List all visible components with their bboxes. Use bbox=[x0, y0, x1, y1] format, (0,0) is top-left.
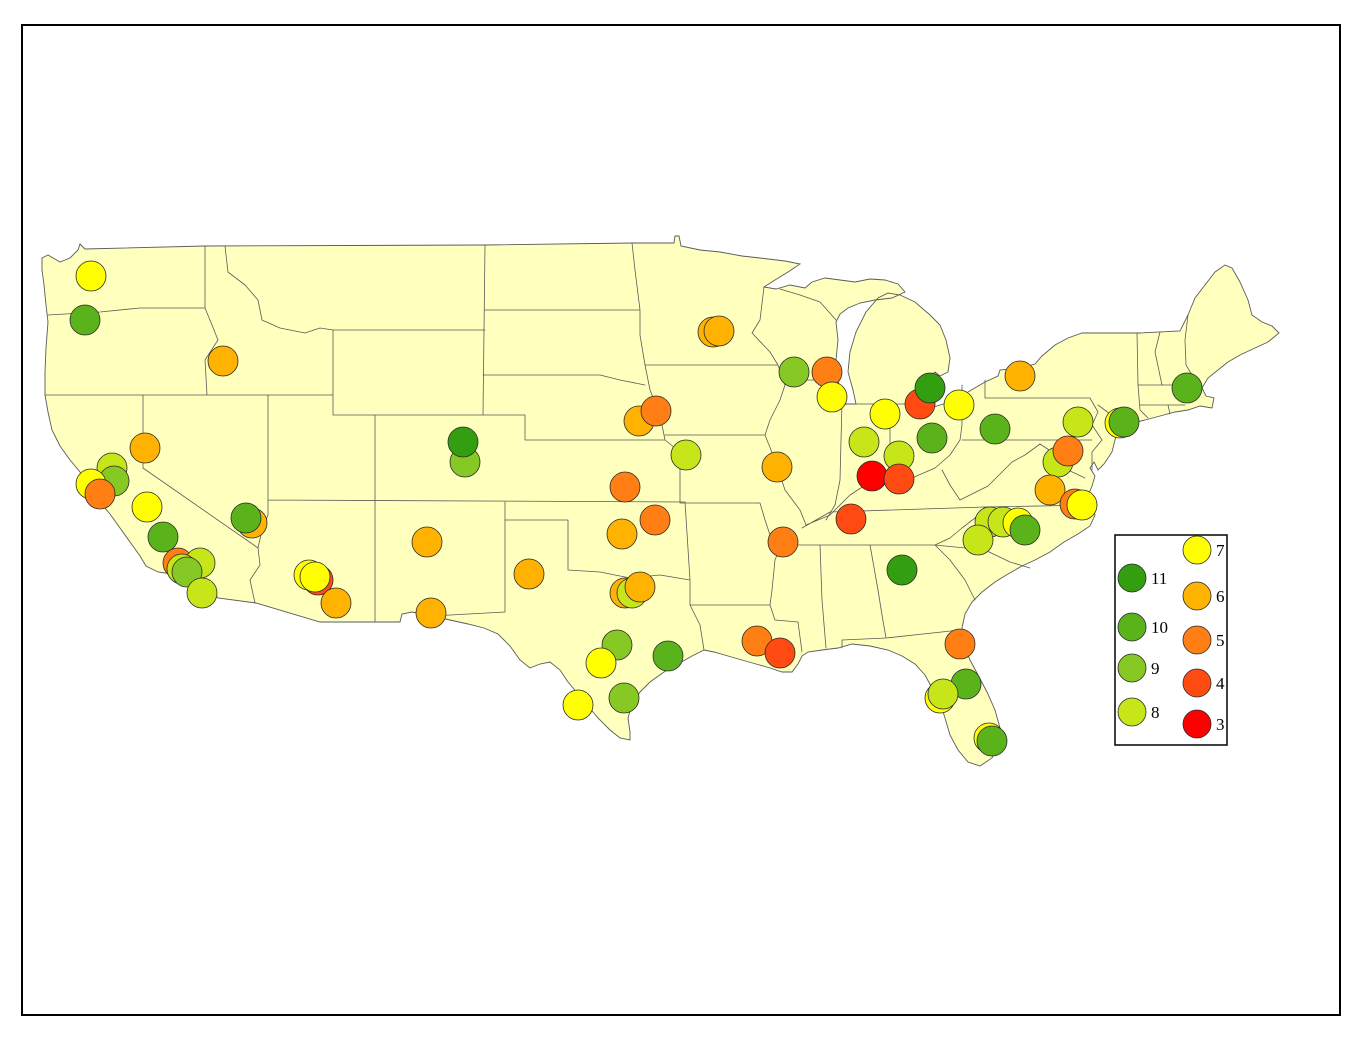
site-marker bbox=[976, 725, 1008, 757]
site-marker bbox=[1062, 406, 1094, 438]
site-marker bbox=[585, 647, 617, 679]
legend-label-10: 10 bbox=[1151, 618, 1168, 637]
legend-label-8: 8 bbox=[1151, 703, 1160, 722]
site-marker bbox=[927, 678, 959, 710]
us-land-outline bbox=[41, 235, 1280, 767]
site-marker bbox=[962, 524, 994, 556]
site-marker bbox=[944, 628, 976, 660]
site-marker bbox=[608, 682, 640, 714]
site-marker bbox=[131, 491, 163, 523]
site-marker bbox=[767, 526, 799, 558]
site-marker bbox=[606, 518, 638, 550]
site-marker bbox=[299, 561, 331, 593]
site-marker bbox=[835, 503, 867, 535]
site-marker bbox=[75, 260, 107, 292]
site-marker bbox=[624, 571, 656, 603]
site-marker bbox=[979, 413, 1011, 445]
legend: 11 10 9 8 7 6 5 4 3 bbox=[1114, 534, 1228, 746]
site-marker bbox=[69, 304, 101, 336]
legend-swatch-8 bbox=[1117, 697, 1147, 727]
site-marker bbox=[761, 451, 793, 483]
legend-swatch-7 bbox=[1182, 535, 1212, 565]
site-marker bbox=[186, 577, 218, 609]
site-marker bbox=[609, 471, 641, 503]
site-marker bbox=[1066, 489, 1098, 521]
legend-swatch-9 bbox=[1117, 653, 1147, 683]
site-marker bbox=[129, 432, 161, 464]
state-borders bbox=[44, 242, 1199, 653]
site-marker bbox=[764, 637, 796, 669]
legend-label-11: 11 bbox=[1151, 569, 1167, 588]
site-marker bbox=[320, 587, 352, 619]
site-marker bbox=[171, 556, 203, 588]
legend-swatch-6 bbox=[1182, 581, 1212, 611]
site-marker bbox=[447, 426, 479, 458]
legend-swatch-3 bbox=[1182, 709, 1212, 739]
site-marker bbox=[411, 526, 443, 558]
site-marker bbox=[869, 398, 901, 430]
site-marker bbox=[1171, 372, 1203, 404]
site-marker bbox=[84, 478, 116, 510]
site-marker bbox=[914, 372, 946, 404]
site-markers bbox=[69, 260, 1203, 757]
legend-swatch-11 bbox=[1117, 563, 1147, 593]
legend-label-6: 6 bbox=[1216, 587, 1225, 606]
site-marker bbox=[943, 389, 975, 421]
legend-label-5: 5 bbox=[1216, 631, 1225, 650]
site-marker bbox=[856, 460, 888, 492]
site-marker bbox=[703, 315, 735, 347]
site-marker bbox=[670, 439, 702, 471]
legend-label-7: 7 bbox=[1216, 541, 1225, 560]
legend-swatch-5 bbox=[1182, 625, 1212, 655]
site-marker bbox=[230, 502, 262, 534]
site-marker bbox=[1052, 435, 1084, 467]
site-marker bbox=[848, 426, 880, 458]
site-marker bbox=[640, 395, 672, 427]
legend-swatch-10 bbox=[1117, 612, 1147, 642]
site-marker bbox=[886, 554, 918, 586]
site-marker bbox=[415, 597, 447, 629]
site-marker bbox=[883, 463, 915, 495]
legend-label-3: 3 bbox=[1216, 715, 1225, 734]
site-marker bbox=[816, 381, 848, 413]
site-marker bbox=[1108, 406, 1140, 438]
legend-label-4: 4 bbox=[1216, 674, 1225, 693]
legend-label-9: 9 bbox=[1151, 659, 1160, 678]
site-marker bbox=[916, 422, 948, 454]
site-marker bbox=[207, 345, 239, 377]
site-marker bbox=[562, 689, 594, 721]
site-marker bbox=[147, 521, 179, 553]
site-marker bbox=[652, 640, 684, 672]
site-marker bbox=[1004, 360, 1036, 392]
site-marker bbox=[1034, 474, 1066, 506]
site-marker bbox=[778, 356, 810, 388]
legend-swatch-4 bbox=[1182, 668, 1212, 698]
site-marker bbox=[639, 504, 671, 536]
site-marker bbox=[513, 558, 545, 590]
site-marker bbox=[1009, 514, 1041, 546]
